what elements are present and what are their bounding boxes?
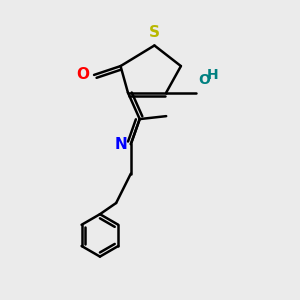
Text: H: H (207, 68, 218, 82)
Text: N: N (115, 136, 127, 152)
Text: S: S (149, 25, 160, 40)
Text: O: O (76, 67, 90, 82)
Text: O: O (198, 73, 210, 87)
